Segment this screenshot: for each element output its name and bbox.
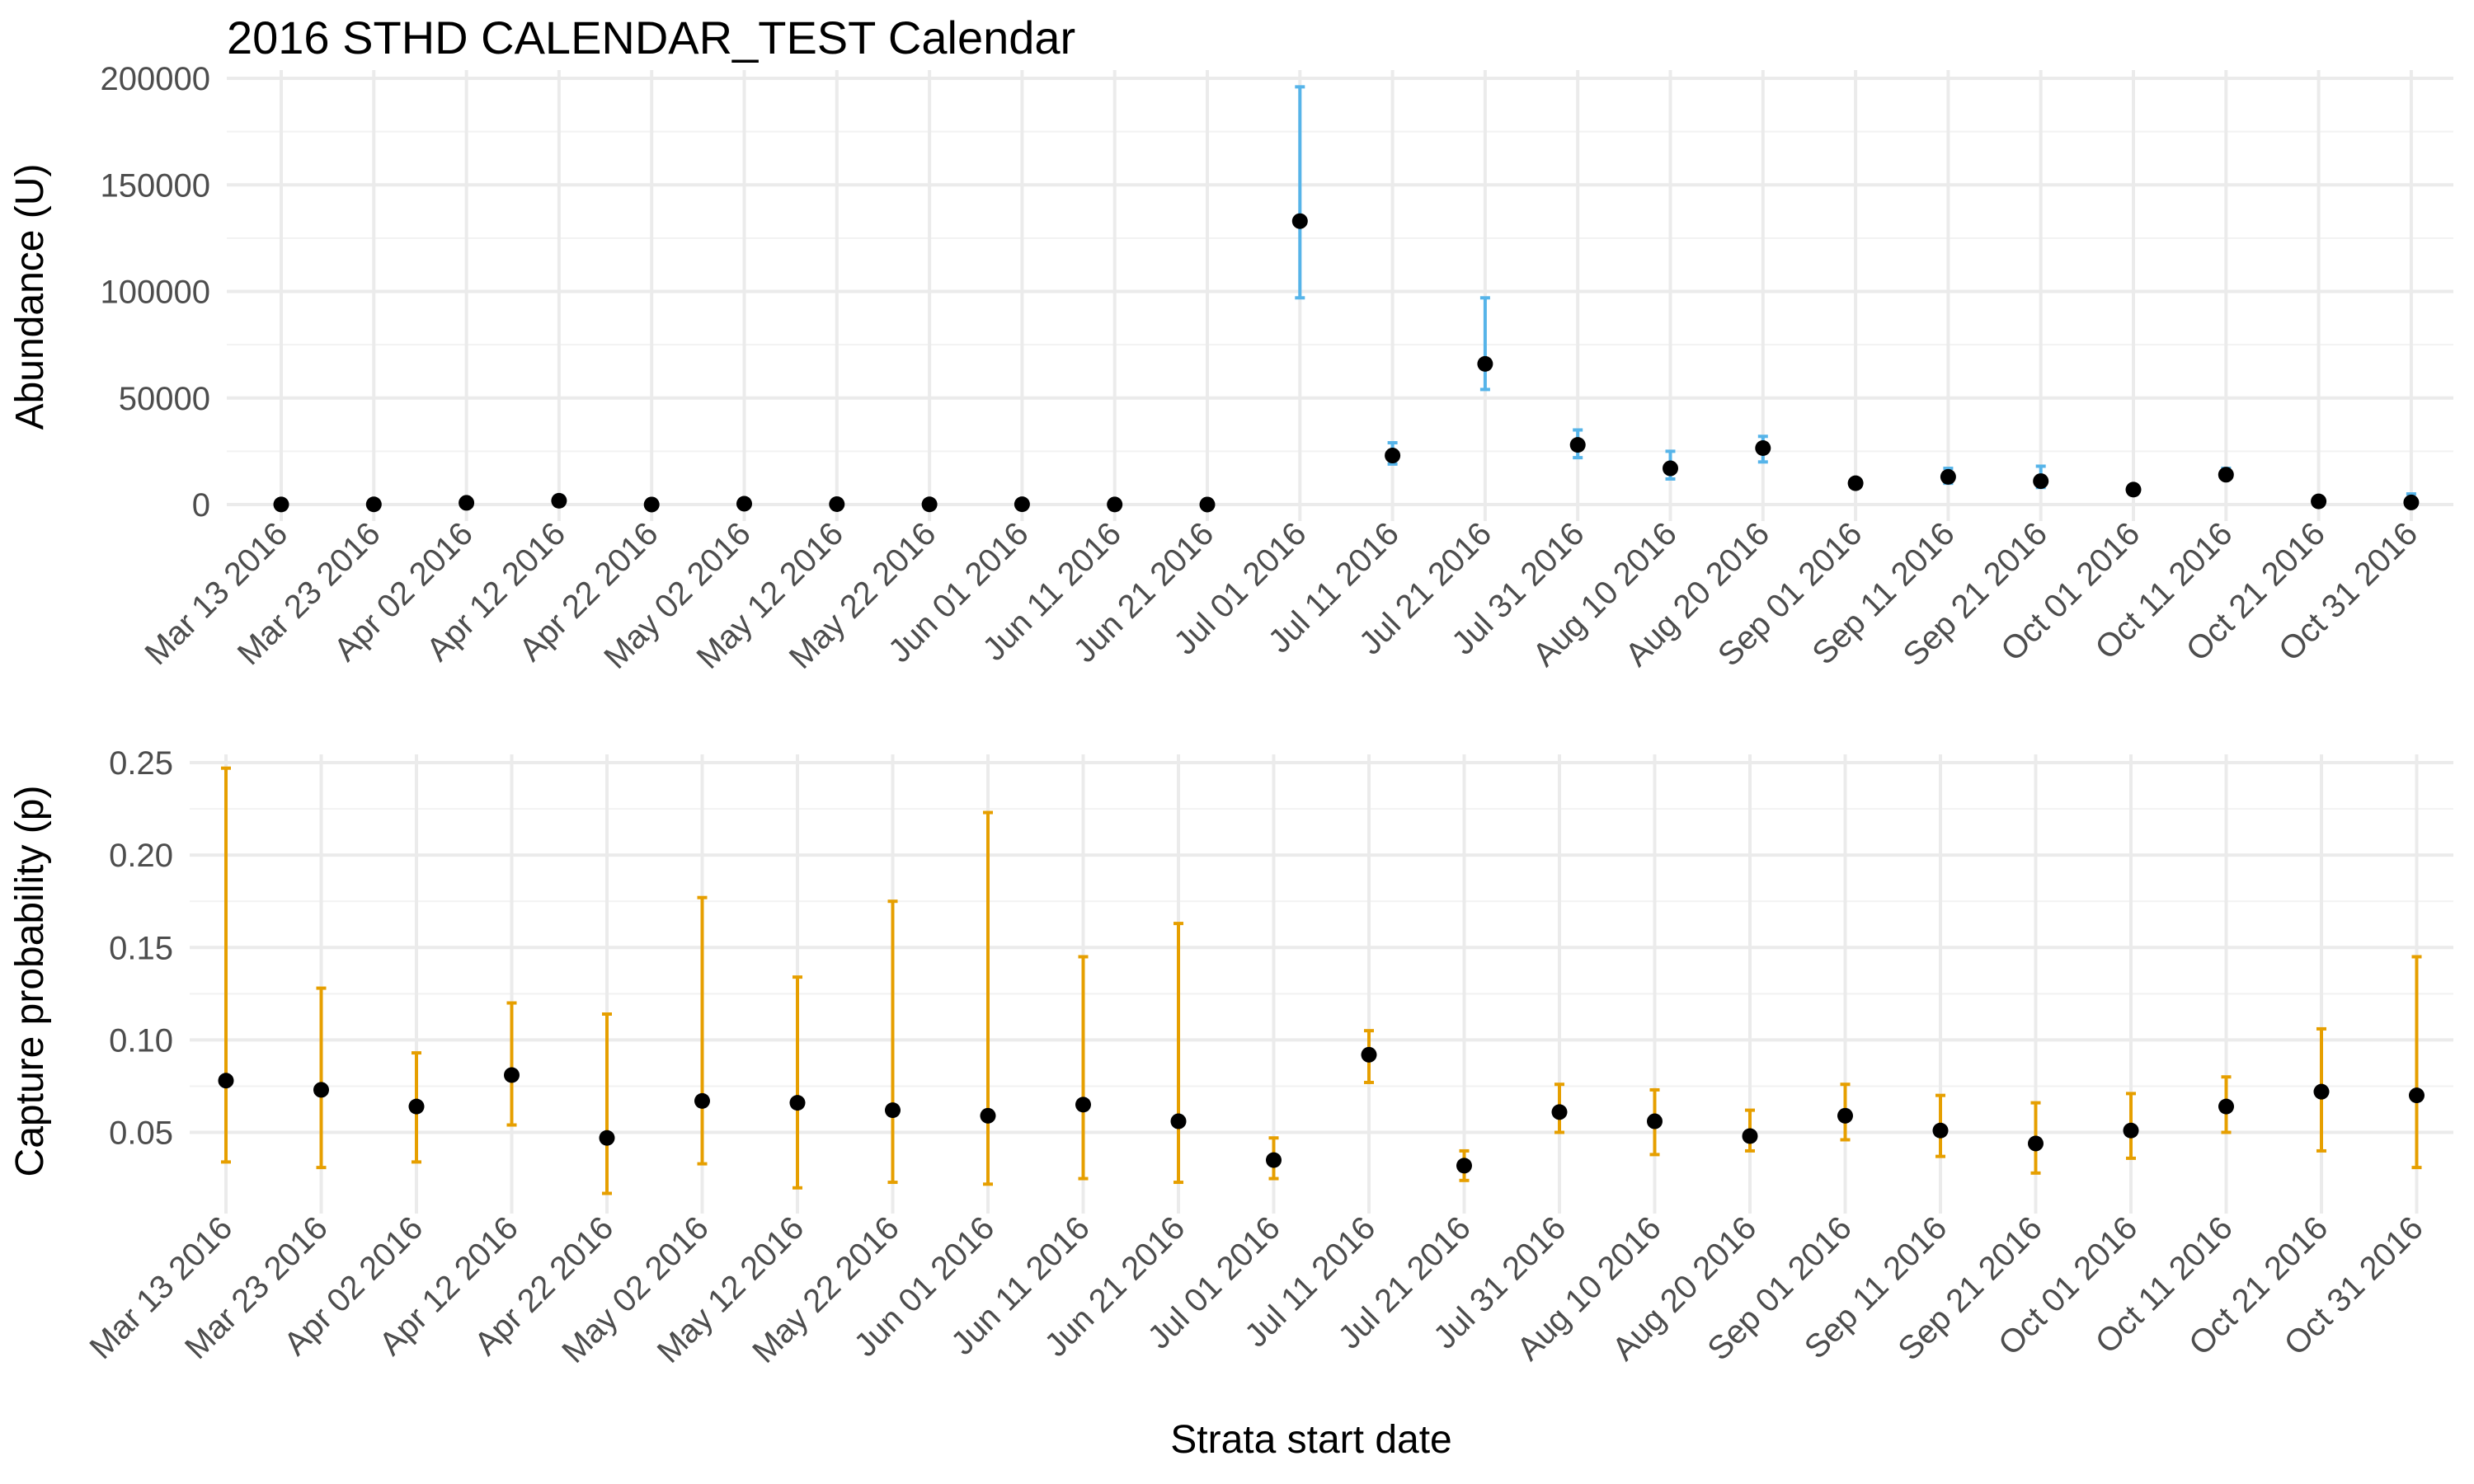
data-point — [2403, 494, 2420, 510]
x-axis-title: Strata start date — [1170, 1418, 1452, 1462]
data-point — [551, 492, 567, 509]
data-point — [2125, 481, 2142, 498]
data-point — [1551, 1104, 1568, 1120]
data-point — [408, 1098, 425, 1115]
error-bar — [1174, 922, 1183, 1185]
data-point — [1456, 1158, 1472, 1174]
y-axis-title: Abundance (U) — [8, 164, 52, 430]
chart-title: 2016 STHD CALENDAR_TEST Calendar — [227, 12, 1075, 63]
data-point — [1932, 1122, 1949, 1139]
data-point — [2313, 1083, 2330, 1100]
data-point — [365, 496, 382, 513]
data-point — [1647, 1113, 1663, 1129]
y-tick-label: 0.20 — [109, 838, 173, 874]
error-bar — [1078, 955, 1089, 1181]
data-point — [1361, 1046, 1377, 1063]
error-bar — [983, 810, 993, 1186]
data-point — [1755, 439, 1771, 456]
data-point — [1170, 1113, 1187, 1129]
data-point — [459, 495, 475, 511]
data-point — [1014, 496, 1030, 513]
y-tick-label: 50000 — [119, 381, 210, 417]
error-bar — [2411, 955, 2422, 1170]
data-point — [736, 495, 752, 512]
y-axis-title: Capture probability (p) — [8, 786, 52, 1177]
data-point — [789, 1095, 806, 1111]
error-bar — [316, 986, 327, 1170]
error-bar — [1479, 296, 1490, 392]
error-bar — [602, 1012, 612, 1195]
data-point — [599, 1129, 615, 1146]
y-tick-label: 0.05 — [109, 1115, 173, 1152]
data-point — [2311, 493, 2327, 510]
data-point — [218, 1073, 234, 1089]
data-point — [921, 496, 938, 513]
error-bar — [221, 766, 231, 1164]
data-point — [2028, 1135, 2044, 1152]
data-point — [1075, 1097, 1091, 1113]
y-tick-label: 0 — [192, 487, 210, 524]
error-bar — [506, 1001, 517, 1127]
data-point — [643, 496, 660, 513]
data-point — [1837, 1107, 1853, 1124]
data-point — [2409, 1087, 2425, 1104]
error-bar — [697, 895, 708, 1166]
data-point — [885, 1102, 901, 1119]
data-point — [2033, 473, 2049, 490]
data-point — [829, 495, 845, 512]
data-point — [980, 1107, 996, 1124]
y-tick-label: 0.10 — [109, 1022, 173, 1059]
y-tick-label: 150000 — [101, 167, 210, 204]
data-point — [2218, 467, 2234, 483]
data-point — [1107, 496, 1123, 513]
data-point — [313, 1082, 329, 1098]
capture-probability-panel: 0.05 0.10 0.15 0.20 0.25 Capture probability … — [8, 745, 2453, 1370]
data-point — [1266, 1152, 1282, 1168]
data-point — [273, 496, 289, 513]
data-point — [694, 1092, 710, 1109]
y-tick-label: 100000 — [101, 275, 210, 311]
data-point — [1663, 460, 1678, 477]
y-tick-label: 0.15 — [109, 930, 173, 966]
data-point — [1385, 448, 1401, 464]
data-point — [1940, 468, 1956, 485]
error-bar — [887, 899, 898, 1185]
data-point — [1742, 1128, 1758, 1144]
y-tick-label: 200000 — [101, 61, 210, 97]
data-point — [504, 1067, 520, 1083]
data-point — [1847, 475, 1864, 491]
data-point — [1477, 355, 1493, 372]
data-point — [1569, 437, 1586, 453]
error-bar — [1295, 85, 1305, 300]
error-bar — [793, 975, 802, 1190]
y-tick-label: 0.25 — [109, 745, 173, 782]
data-point — [1199, 496, 1216, 513]
data-point — [2218, 1098, 2234, 1115]
data-point — [1291, 213, 1308, 229]
data-point — [2123, 1122, 2139, 1139]
